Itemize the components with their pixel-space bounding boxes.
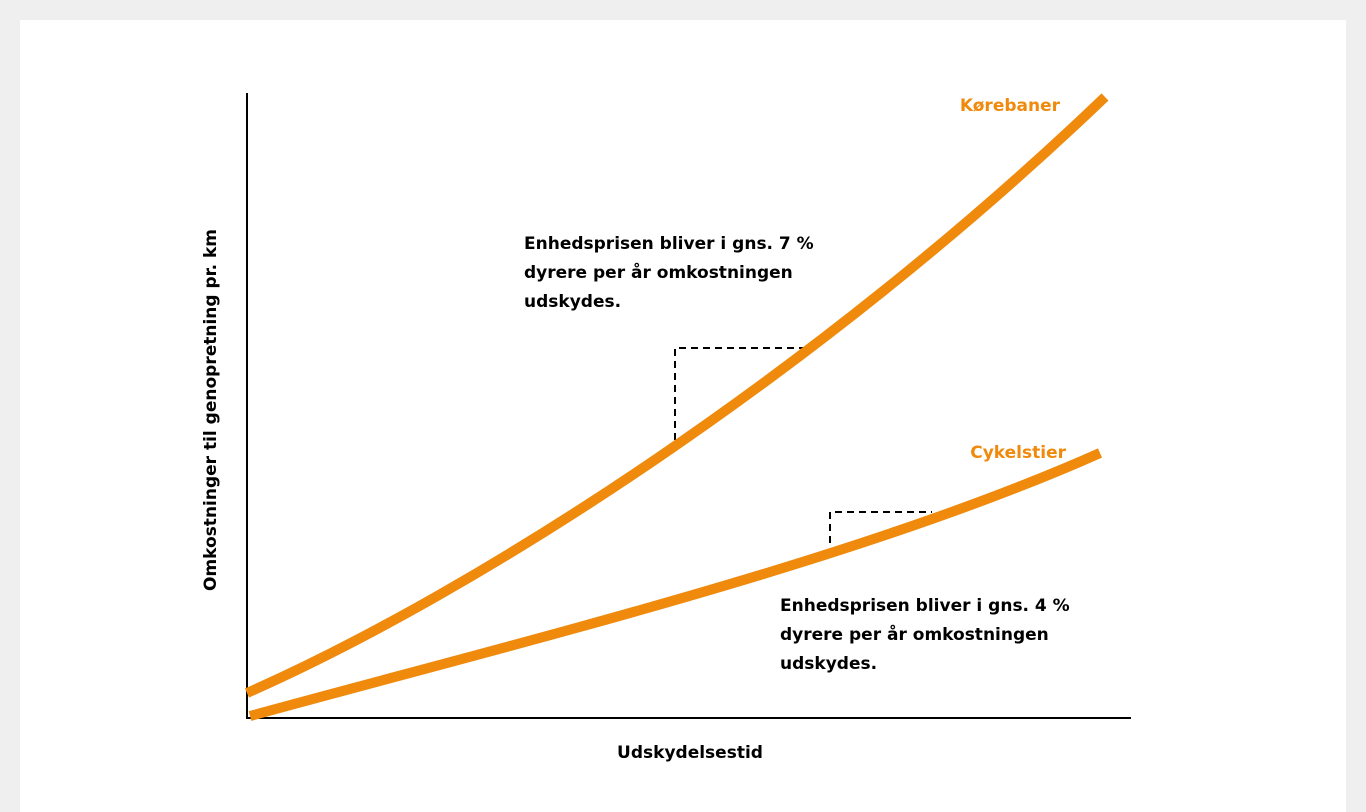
- annotation: Enhedsprisen bliver i gns. 7 %: [524, 234, 814, 254]
- annotation: udskydes.: [524, 292, 621, 312]
- slope-guide: [829, 511, 932, 543]
- y-axis-title: Omkostninger til genopretning pr. km: [201, 229, 221, 591]
- curve-label: Cykelstier: [970, 443, 1066, 463]
- annotation: udskydes.: [780, 654, 877, 674]
- curve: [244, 93, 1109, 698]
- annotation: Enhedsprisen bliver i gns. 4 %: [780, 596, 1070, 616]
- x-axis-title: Udskydelsestid: [617, 743, 763, 763]
- slope-guide: [674, 347, 805, 440]
- curve: [248, 448, 1103, 721]
- annotation: dyrere per år omkostningen: [524, 261, 793, 283]
- annotation: dyrere per år omkostningen: [780, 623, 1049, 645]
- panel: [20, 20, 1346, 812]
- curve-label: Kørebaner: [960, 96, 1061, 116]
